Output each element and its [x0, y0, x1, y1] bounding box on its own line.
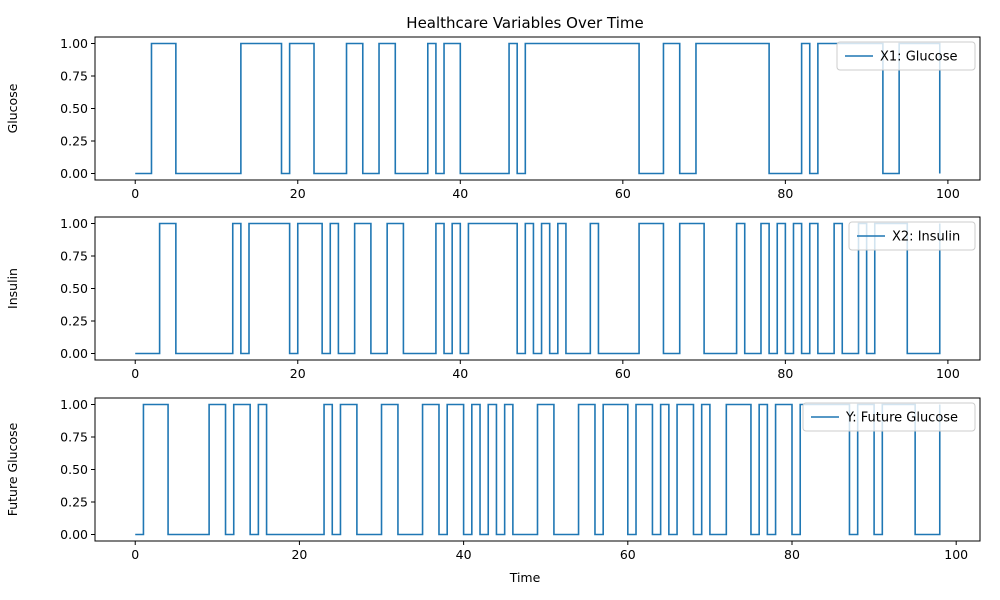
- chart-title: Healthcare Variables Over Time: [406, 14, 643, 32]
- insulin-y-axis-label: Insulin: [5, 268, 20, 309]
- future-glucose-y-tick-label: 0.25: [60, 495, 88, 510]
- future-glucose-x-tick-label: 100: [944, 547, 968, 562]
- glucose-y-axis-label: Glucose: [5, 83, 20, 133]
- insulin-legend-label: X2: Insulin: [892, 230, 960, 245]
- future-glucose-x-tick-label: 0: [131, 547, 139, 562]
- insulin-x-tick-label: 80: [777, 366, 793, 381]
- insulin-x-tick-label: 20: [290, 366, 306, 381]
- insulin-x-tick-label: 40: [452, 366, 468, 381]
- insulin-legend-box: [848, 221, 976, 251]
- future-glucose-legend-label: Y: Future Glucose: [845, 411, 958, 426]
- future-glucose-x-tick-label: 60: [620, 547, 636, 562]
- glucose-y-tick-label: 0.50: [60, 101, 88, 116]
- future-glucose-y-tick-label: 0.50: [60, 462, 88, 477]
- insulin-axes-frame: [94, 216, 981, 361]
- insulin-x-tick-label: 100: [936, 366, 960, 381]
- glucose-x-tick-label: 40: [452, 186, 468, 201]
- glucose-x-tick-label: 100: [936, 186, 960, 201]
- glucose-x-tick-label: 80: [777, 186, 793, 201]
- glucose-panel: 0 20 40 60 80 100 0.00 0.25 0.50 0.75 1.00 Glucose X…: [5, 36, 981, 201]
- x-axis-label: Time: [509, 570, 541, 585]
- insulin-y-tick-label: 0.25: [60, 314, 88, 329]
- insulin-series-line: [135, 222, 941, 355]
- glucose-y-tick-label: 1.00: [60, 36, 88, 51]
- glucose-x-tick-label: 20: [290, 186, 306, 201]
- glucose-x-tick-label: 0: [131, 186, 139, 201]
- glucose-y-tick-label: 0.75: [60, 69, 88, 84]
- insulin-panel: 0 20 40 60 80 100 0.00 0.25 0.50 0.75 1.00 Insulin X…: [5, 216, 981, 381]
- glucose-legend: X1: Glucose: [836, 41, 976, 71]
- future-glucose-x-tick-label: 40: [456, 547, 472, 562]
- glucose-legend-label: X1: Glucose: [880, 50, 958, 65]
- future-glucose-x-tick-label: 80: [784, 547, 800, 562]
- future-glucose-y-tick-label: 1.00: [60, 397, 88, 412]
- insulin-x-tick-label: 60: [615, 366, 631, 381]
- future-glucose-y-tick-label: 0.00: [60, 527, 88, 542]
- glucose-legend-box: [836, 41, 976, 71]
- glucose-y-tick-label: 0.25: [60, 134, 88, 149]
- future-glucose-series-line: [135, 403, 941, 536]
- insulin-y-tick-label: 0.75: [60, 249, 88, 264]
- insulin-y-tick-label: 0.00: [60, 346, 88, 361]
- insulin-legend: X2: Insulin: [848, 221, 976, 251]
- future-glucose-panel: 0 20 40 60 80 100 0.00 0.25 0.50 0.75 1.00 Future G…: [5, 397, 981, 562]
- glucose-y-tick-label: 0.00: [60, 166, 88, 181]
- future-glucose-x-tick-label: 20: [291, 547, 307, 562]
- insulin-y-tick-label: 1.00: [60, 216, 88, 231]
- insulin-y-tick-label: 0.50: [60, 281, 88, 296]
- insulin-x-tick-label: 0: [131, 366, 139, 381]
- glucose-series-line: [135, 42, 941, 175]
- glucose-x-tick-label: 60: [615, 186, 631, 201]
- future-glucose-y-tick-label: 0.75: [60, 430, 88, 445]
- future-glucose-y-axis-label: Future Glucose: [5, 422, 20, 516]
- future-glucose-legend: Y: Future Glucose: [802, 402, 976, 432]
- future-glucose-legend-box: [802, 402, 976, 432]
